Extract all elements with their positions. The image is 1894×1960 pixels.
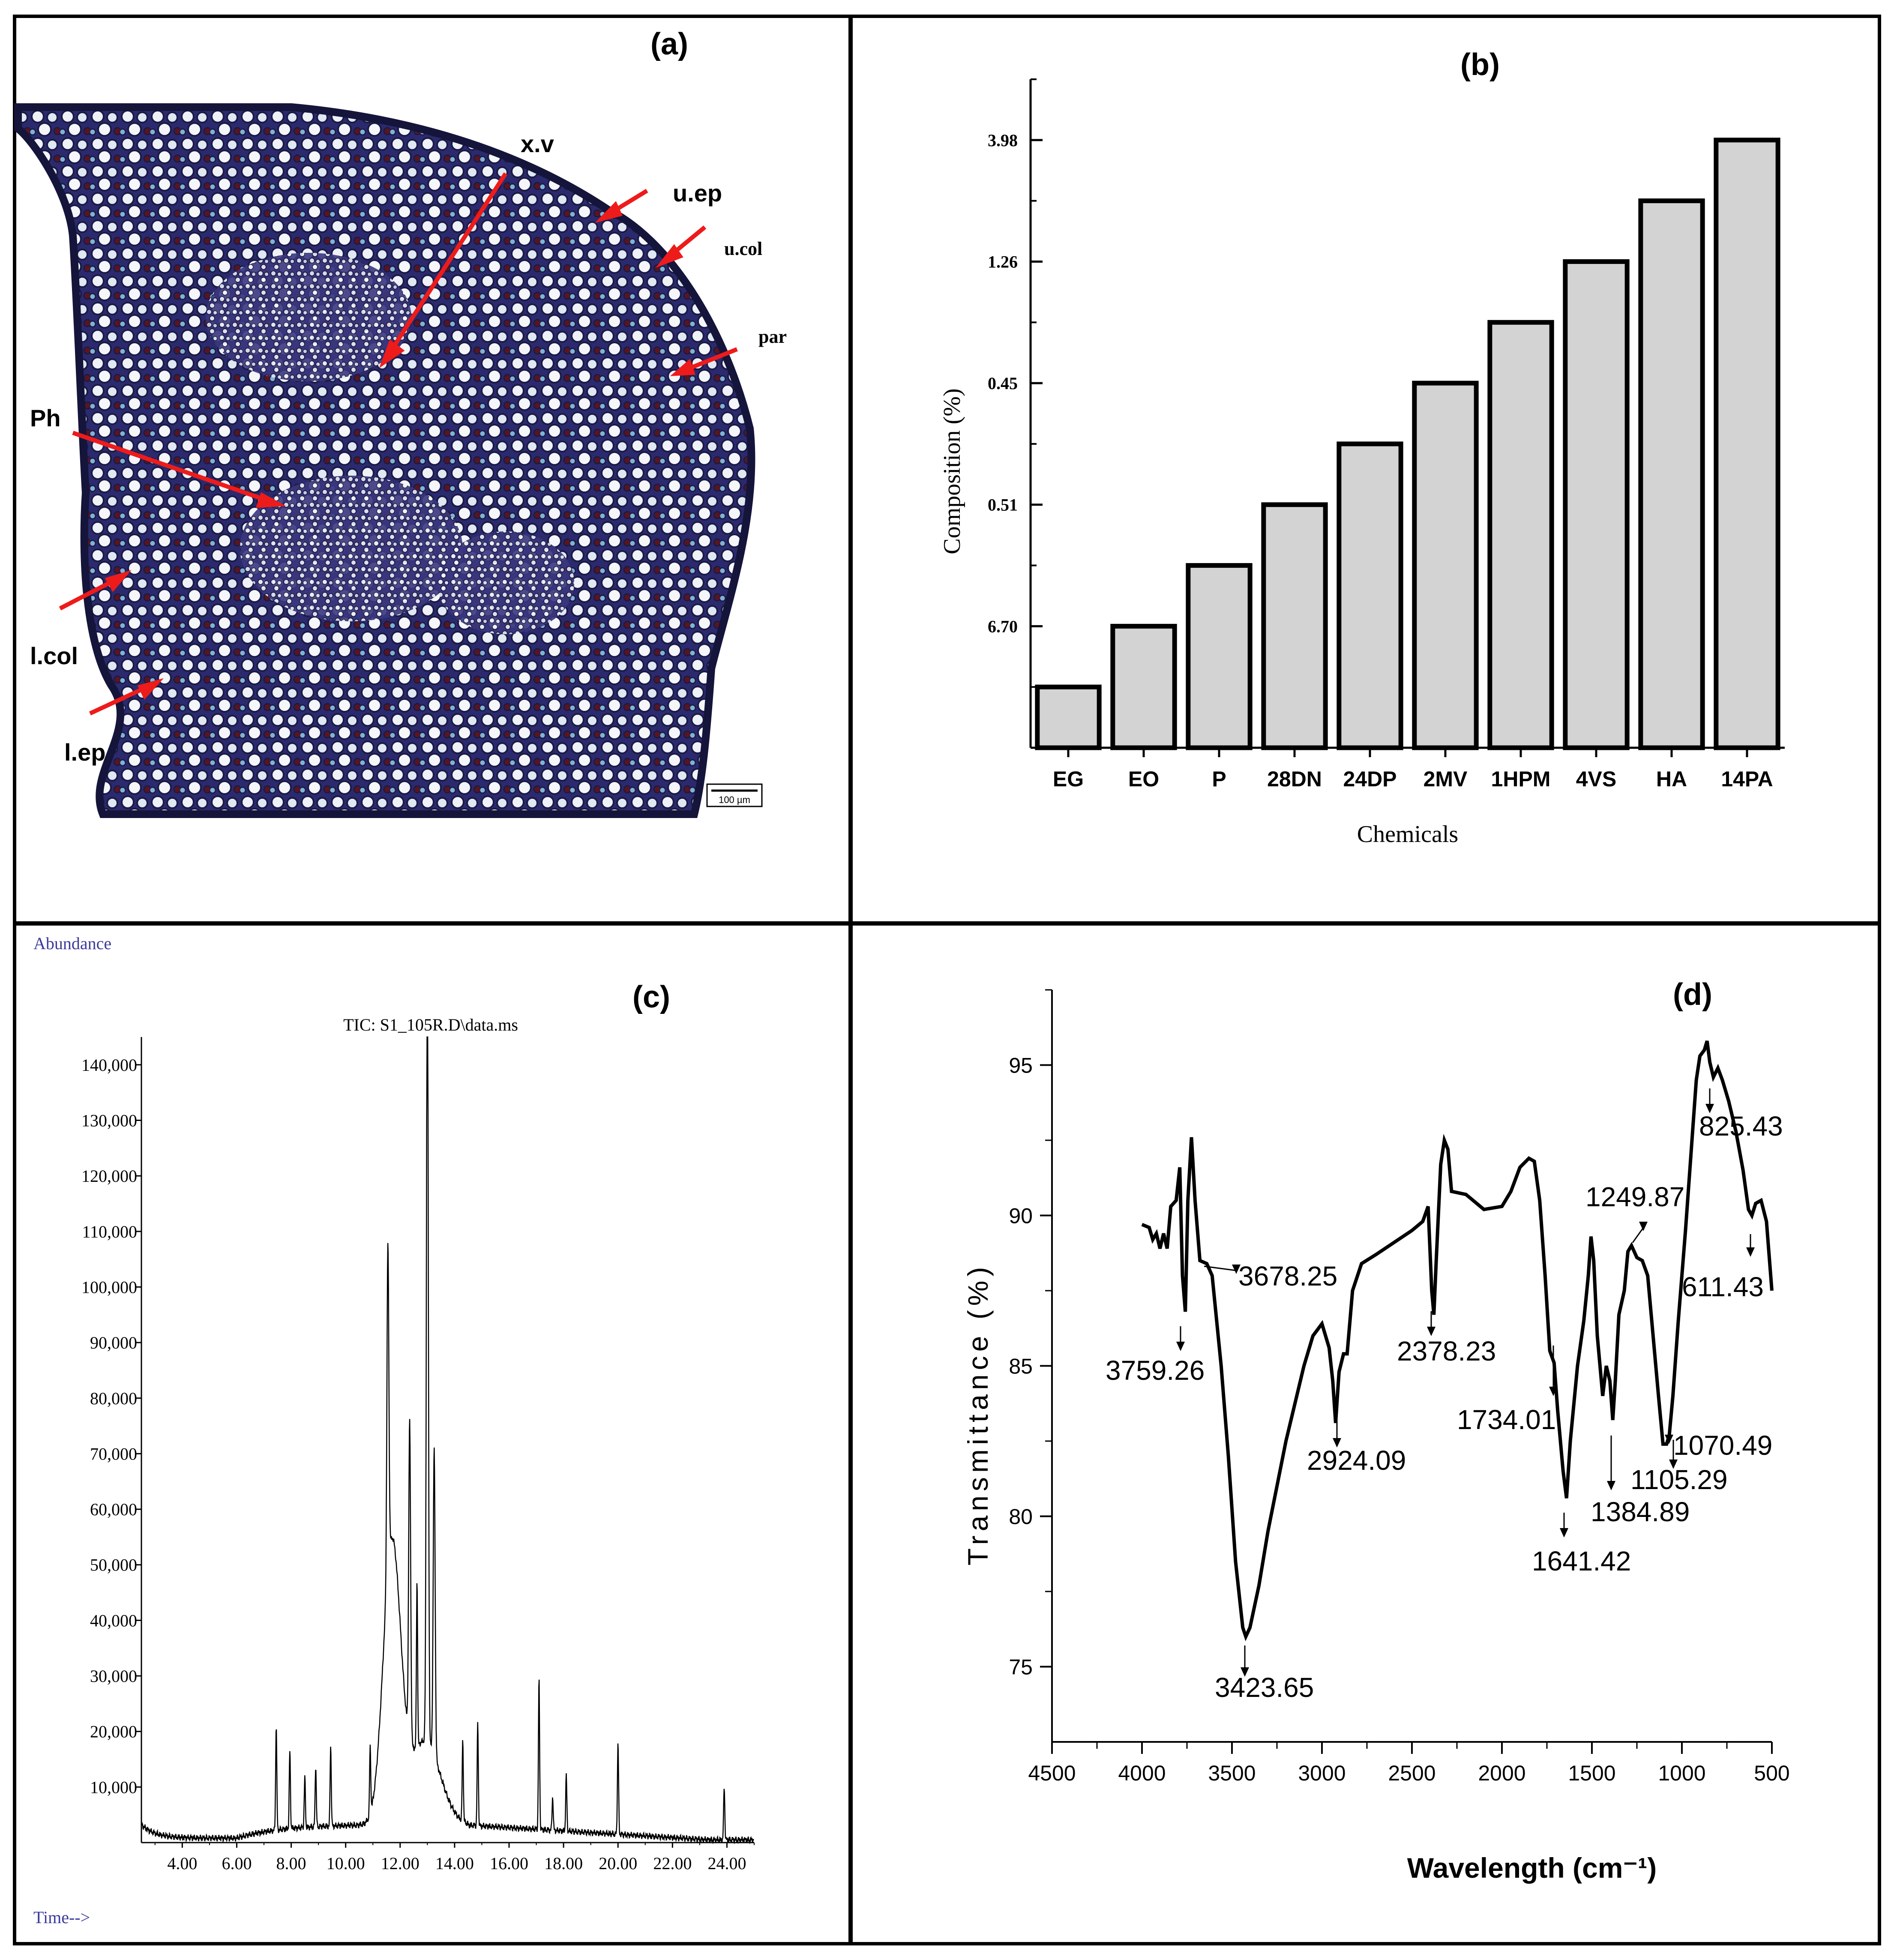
panel-b-label: (b) (1460, 48, 1500, 82)
panel-c-frame (13, 921, 853, 1945)
panel-d-label: (d) (1673, 977, 1712, 1012)
panel-b-frame (848, 15, 1881, 926)
panel-a-frame (13, 15, 853, 926)
panel-d-frame (848, 921, 1881, 1945)
panel-c-label: (c) (632, 980, 670, 1014)
panel-a-label: (a) (650, 27, 688, 61)
